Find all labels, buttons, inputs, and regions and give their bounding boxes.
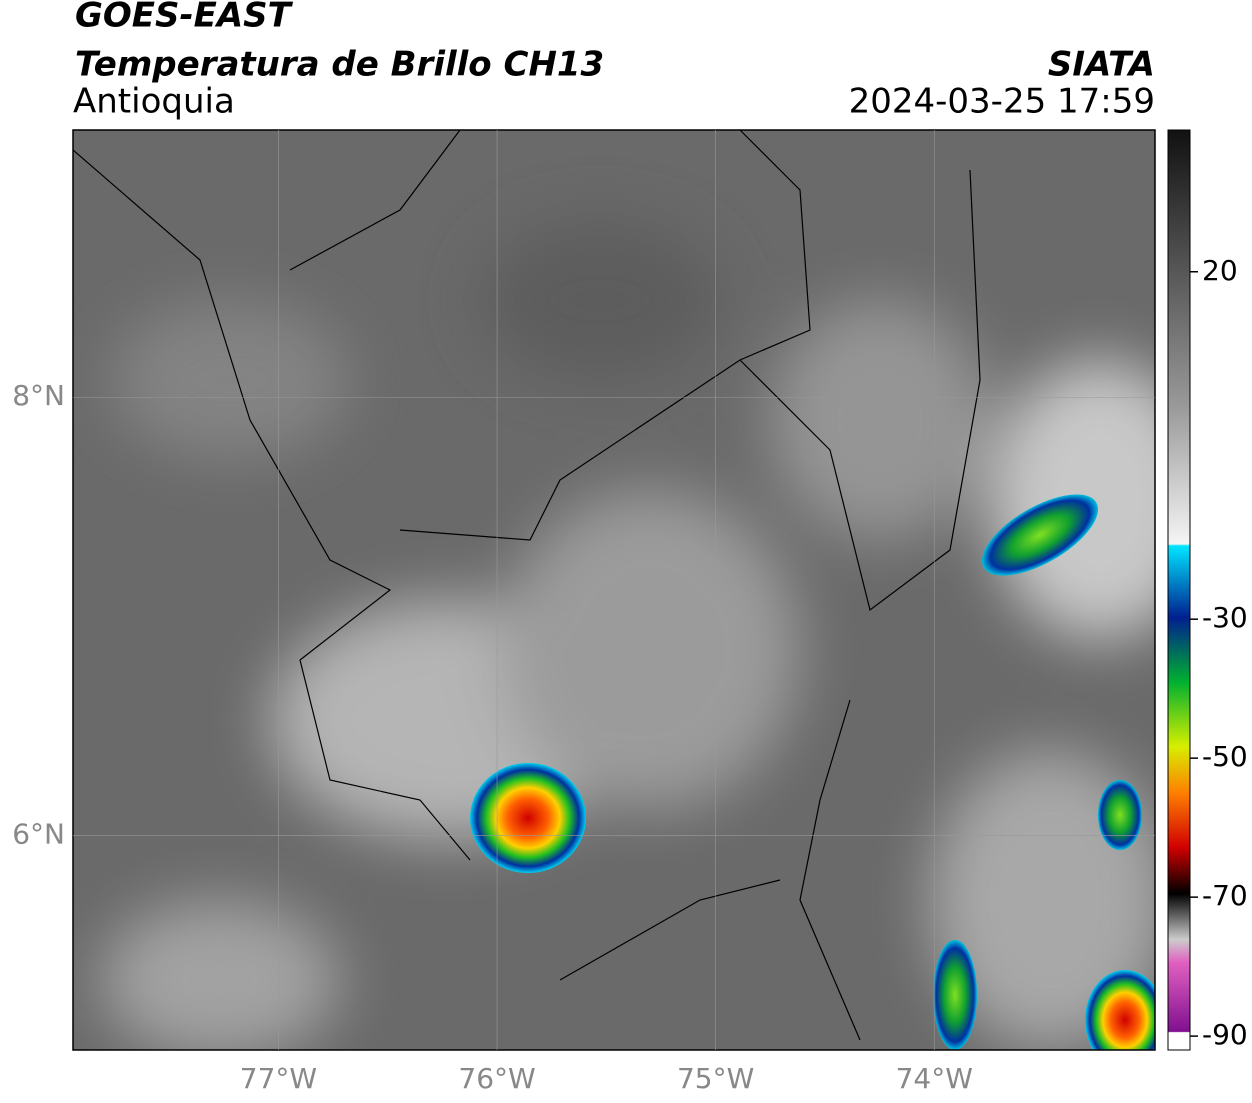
colorbar-tick-label: -50 — [1202, 740, 1248, 773]
map-frame — [72, 129, 1156, 1051]
source: SIATA — [1048, 45, 1155, 85]
colorbar — [1167, 129, 1191, 1051]
y-tick-label: 6°N — [12, 817, 65, 850]
x-tick-label: 76°W — [458, 1062, 535, 1095]
colorbar-tick-label: -30 — [1202, 601, 1248, 634]
subtitle: Temperatura de Brillo CH13 — [75, 45, 604, 85]
colorbar-tick-label: -90 — [1202, 1018, 1248, 1051]
title: GOES-EAST — [75, 0, 294, 36]
colorbar-tick-label: 20 — [1202, 254, 1238, 287]
satellite-image — [73, 130, 1155, 1050]
x-tick-label: 75°W — [677, 1062, 754, 1095]
timestamp: 2024-03-25 17:59 — [849, 82, 1155, 122]
y-tick-label: 8°N — [12, 379, 65, 412]
colorbar-tick-label: -70 — [1202, 879, 1248, 912]
x-tick-label: 74°W — [896, 1062, 973, 1095]
x-tick-label: 77°W — [240, 1062, 317, 1095]
region: Antioquia — [73, 82, 235, 122]
